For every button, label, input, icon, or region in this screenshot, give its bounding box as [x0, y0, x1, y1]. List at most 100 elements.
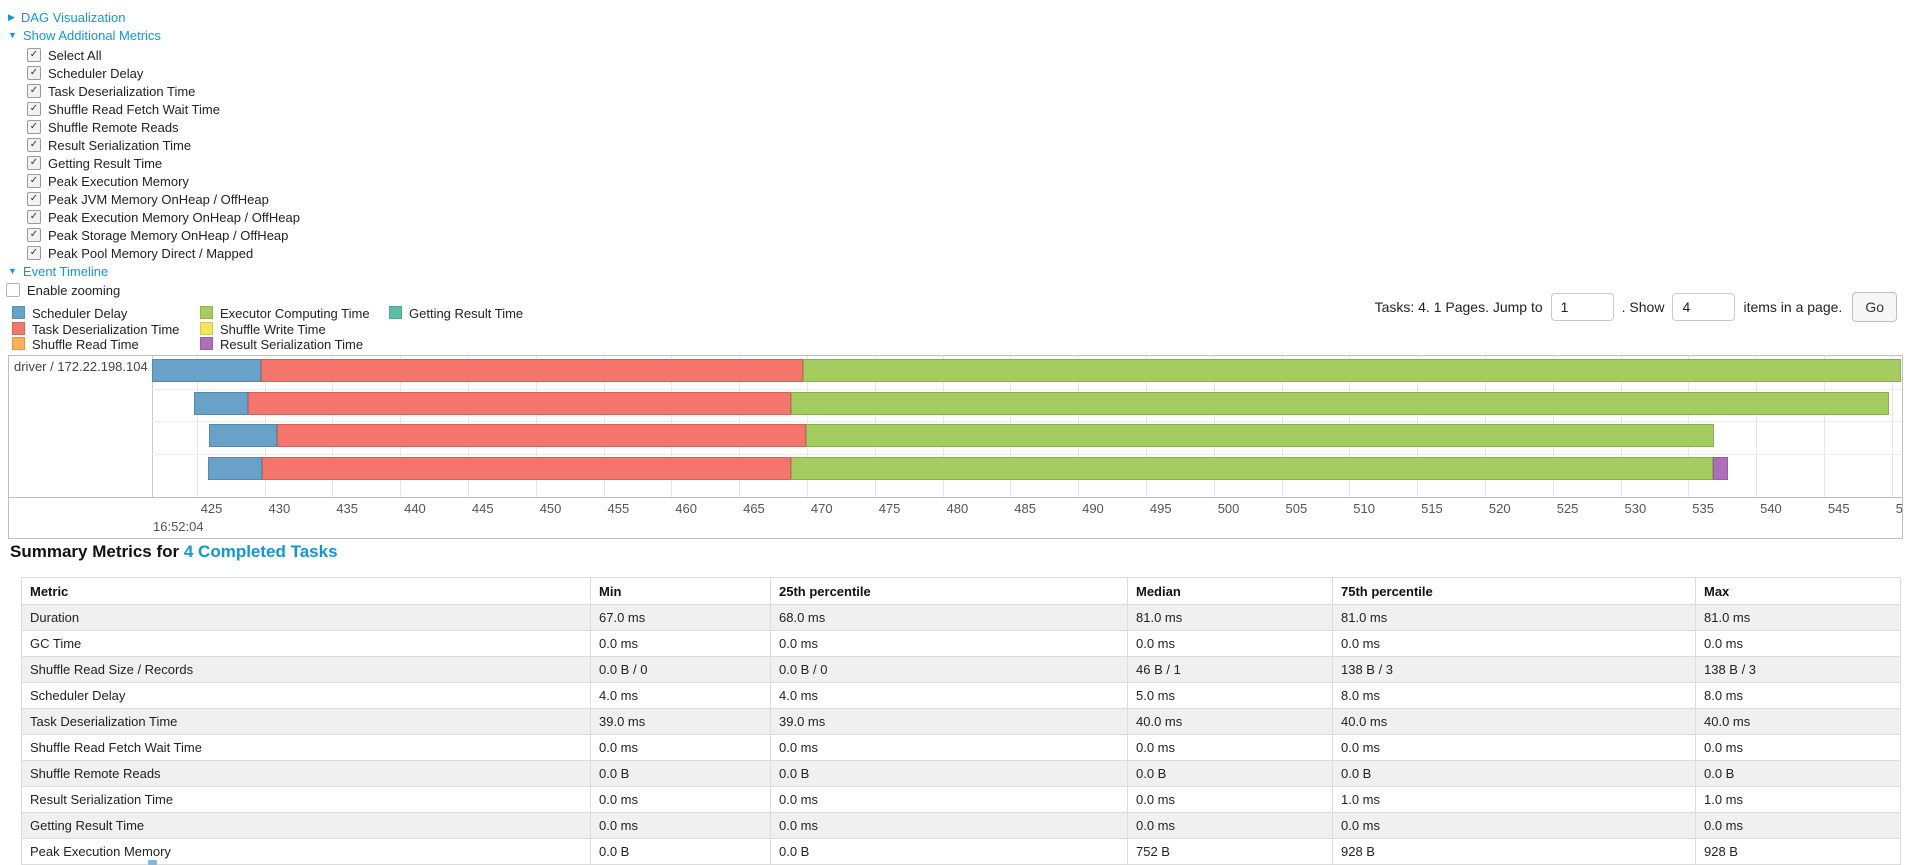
legend-label: Executor Computing Time	[220, 306, 370, 321]
metric-checkbox-item[interactable]: ✓ Result Serialization Time	[27, 136, 191, 154]
metric-checkbox-label[interactable]: Select All	[48, 47, 102, 63]
legend-item: Executor Computing Time	[200, 306, 370, 321]
task-bar-segment-task-deserialization-time[interactable]	[261, 456, 791, 480]
task-bar-segment-task-deserialization-time[interactable]	[276, 424, 806, 447]
section-toggle-show-additional-metrics[interactable]: ▼ Show Additional Metrics	[8, 26, 161, 44]
metric-checkbox-label[interactable]: Shuffle Read Fetch Wait Time	[48, 101, 220, 117]
table-cell: 0.0 ms	[590, 630, 771, 657]
task-bar-segment-scheduler-delay[interactable]	[152, 359, 261, 382]
metric-checkbox[interactable]: ✓	[27, 192, 41, 206]
table-cell: 0.0 ms	[1695, 734, 1901, 761]
metric-checkbox-label[interactable]: Result Serialization Time	[48, 137, 192, 153]
table-cell: Shuffle Remote Reads	[21, 760, 591, 787]
table-cell: 928 B	[1695, 838, 1901, 865]
section-toggle-dag-visualization[interactable]: ▶ DAG Visualization	[8, 8, 125, 26]
metric-checkbox[interactable]: ✓	[27, 210, 41, 224]
axis-tick-label: 480	[946, 501, 969, 516]
metric-checkbox-item[interactable]: ✓ Peak Execution Memory OnHeap / OffHeap	[27, 208, 300, 226]
table-row: Result Serialization Time 0.0 ms 0.0 ms 0.0…	[21, 786, 1901, 813]
metric-checkbox[interactable]: ✓	[27, 138, 41, 152]
metric-checkbox[interactable]: ✓	[27, 102, 41, 116]
section-label[interactable]: DAG Visualization	[20, 9, 126, 25]
metric-checkbox-item[interactable]: ✓ Peak Storage Memory OnHeap / OffHeap	[27, 226, 288, 244]
metric-checkbox-item[interactable]: ✓ Shuffle Read Fetch Wait Time	[27, 100, 220, 118]
lane-separator-line	[152, 453, 1902, 455]
metric-checkbox-label[interactable]: Peak Execution Memory OnHeap / OffHeap	[48, 209, 300, 225]
legend-label: Result Serialization Time	[220, 337, 364, 352]
table-cell: 0.0 ms	[1332, 630, 1696, 657]
table-cell: 0.0 ms	[770, 630, 1128, 657]
table-cell: 0.0 B	[1127, 760, 1333, 787]
table-row: GC Time 0.0 ms 0.0 ms 0.0 ms 0.0 ms 0.0 ms	[21, 630, 1901, 657]
metric-checkbox-label[interactable]: Peak Storage Memory OnHeap / OffHeap	[48, 227, 289, 243]
task-bar-segment-scheduler-delay[interactable]	[194, 391, 249, 415]
table-cell: 0.0 B	[1695, 760, 1901, 787]
metric-checkbox[interactable]: ✓	[27, 156, 41, 170]
metric-checkbox-item[interactable]: ✓ Select All	[27, 46, 101, 64]
axis-tick-label: 470	[810, 501, 833, 516]
axis-tick-label: 545	[1827, 501, 1850, 516]
go-button[interactable]: Go	[1852, 292, 1897, 322]
metric-checkbox[interactable]: ✓	[27, 48, 41, 62]
metric-checkbox-item[interactable]: ✓ Getting Result Time	[27, 154, 162, 172]
task-bar-segment-executor-computing-time[interactable]	[802, 359, 1902, 382]
table-cell: 0.0 ms	[770, 786, 1128, 813]
metric-checkbox-label[interactable]: Shuffle Remote Reads	[48, 119, 179, 135]
task-bar-segment-executor-computing-time[interactable]	[790, 391, 1890, 415]
table-header-cell: 25th percentile	[770, 577, 1128, 605]
table-cell: 5.0 ms	[1127, 682, 1333, 709]
expanded-arrow-icon: ▼	[8, 29, 17, 40]
metric-checkbox-item[interactable]: ✓ Task Deserialization Time	[27, 82, 195, 100]
items-per-page-input[interactable]	[1672, 293, 1736, 321]
table-cell: 0.0 ms	[770, 812, 1128, 839]
metric-checkbox-item[interactable]: ✓ Peak Execution Memory	[27, 172, 189, 190]
metric-checkbox-label[interactable]: Getting Result Time	[48, 155, 163, 171]
metric-checkbox[interactable]: ✓	[27, 84, 41, 98]
metric-checkbox[interactable]: ✓	[27, 120, 41, 134]
section-label[interactable]: Event Timeline	[22, 263, 109, 279]
completed-tasks-link[interactable]: 4 Completed Tasks	[183, 542, 338, 561]
legend-item: Getting Result Time	[389, 306, 523, 321]
metric-checkbox[interactable]: ✓	[27, 228, 41, 242]
axis-tick-label: 430	[268, 501, 291, 516]
group-column-divider	[152, 356, 153, 497]
table-cell: Peak Execution Memory	[21, 838, 591, 865]
metric-checkbox[interactable]: ✓	[27, 174, 41, 188]
section-label[interactable]: Show Additional Metrics	[22, 27, 161, 43]
metric-checkbox-label[interactable]: Task Deserialization Time	[48, 83, 196, 99]
metric-checkbox-label[interactable]: Peak Pool Memory Direct / Mapped	[48, 245, 254, 261]
metric-checkbox-label[interactable]: Peak JVM Memory OnHeap / OffHeap	[48, 191, 269, 207]
metric-checkbox-label[interactable]: Peak Execution Memory	[48, 173, 189, 189]
task-bar-segment-executor-computing-time[interactable]	[805, 424, 1715, 447]
task-bar-segment-task-deserialization-time[interactable]	[260, 359, 803, 382]
enable-zooming-label[interactable]: Enable zooming	[27, 282, 121, 298]
section-toggle-event-timeline[interactable]: ▼ Event Timeline	[8, 262, 108, 280]
task-bar-segment-task-deserialization-time[interactable]	[248, 391, 791, 415]
table-cell: Shuffle Read Fetch Wait Time	[21, 734, 591, 761]
table-cell: 0.0 ms	[1695, 812, 1901, 839]
task-bar-segment-scheduler-delay[interactable]	[207, 456, 262, 480]
task-bar-segment-executor-computing-time[interactable]	[790, 456, 1713, 480]
metric-checkbox[interactable]: ✓	[27, 66, 41, 80]
axis-tick-label: 535	[1692, 501, 1714, 516]
metric-checkbox-item[interactable]: ✓ Peak JVM Memory OnHeap / OffHeap	[27, 190, 269, 208]
metric-checkbox-item[interactable]: ✓ Scheduler Delay	[27, 64, 143, 82]
table-cell: 0.0 B	[770, 838, 1128, 865]
metric-checkbox-label[interactable]: Scheduler Delay	[48, 65, 144, 81]
metric-checkbox-item[interactable]: ✓ Peak Pool Memory Direct / Mapped	[27, 244, 253, 262]
axis-tick-label: 460	[675, 501, 697, 516]
task-pagination: Tasks: 4. 1 Pages. Jump to . Show items …	[1375, 292, 1897, 322]
jump-to-page-input[interactable]	[1550, 293, 1614, 321]
table-cell: Scheduler Delay	[21, 682, 591, 709]
table-cell: 67.0 ms	[590, 604, 771, 631]
legend-swatch	[200, 337, 213, 350]
metric-checkbox[interactable]: ✓	[27, 246, 41, 260]
task-bar-segment-result-serialization-time[interactable]	[1712, 456, 1728, 480]
table-row: Peak Execution Memory 0.0 B 0.0 B 752 B 928 …	[21, 838, 1901, 865]
table-cell: Getting Result Time	[21, 812, 591, 839]
task-bar-segment-scheduler-delay[interactable]	[209, 424, 277, 447]
enable-zooming-option[interactable]: Enable zooming	[6, 281, 120, 299]
enable-zooming-checkbox[interactable]	[6, 283, 20, 297]
table-cell: 0.0 B / 0	[590, 656, 771, 683]
metric-checkbox-item[interactable]: ✓ Shuffle Remote Reads	[27, 118, 179, 136]
